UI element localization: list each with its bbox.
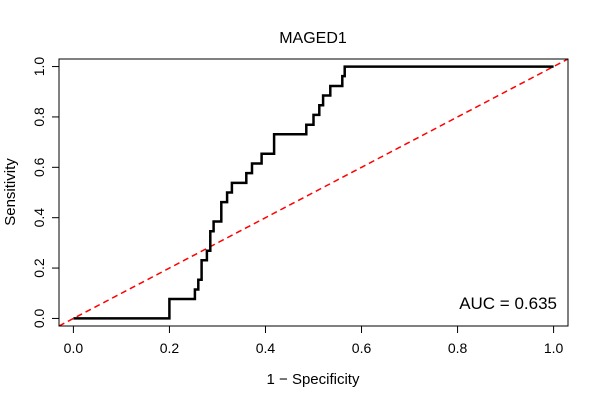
plot-frame <box>58 58 569 327</box>
x-axis: 0.0 0.2 0.4 0.6 0.8 1.0 <box>64 325 564 356</box>
x-tick-label: 0.8 <box>448 340 468 356</box>
y-axis-label: Sensitivity <box>2 158 19 226</box>
y-tick-label: 0.6 <box>31 157 47 177</box>
y-tick-label: 0.0 <box>31 309 47 329</box>
roc-curve-line <box>73 65 554 320</box>
y-tick-label: 1.0 <box>31 57 47 77</box>
x-tick-label: 0.6 <box>352 340 372 356</box>
plot-area <box>58 58 569 327</box>
x-tick-label: 1.0 <box>544 340 564 356</box>
chart-title: MAGED1 <box>279 30 347 47</box>
y-tick-label: 0.8 <box>31 107 47 127</box>
x-axis-label: 1 − Specificity <box>267 371 360 388</box>
y-tick-label: 0.2 <box>31 258 47 278</box>
reference-diagonal-line <box>58 58 569 327</box>
y-tick-label: 0.4 <box>31 208 47 228</box>
x-tick-label: 0.2 <box>160 340 180 356</box>
x-tick-label: 0.4 <box>256 340 276 356</box>
auc-annotation: AUC = 0.635 <box>459 294 557 313</box>
y-axis: 0.0 0.2 0.4 0.6 0.8 1.0 <box>31 57 60 329</box>
x-tick-label: 0.0 <box>64 340 84 356</box>
